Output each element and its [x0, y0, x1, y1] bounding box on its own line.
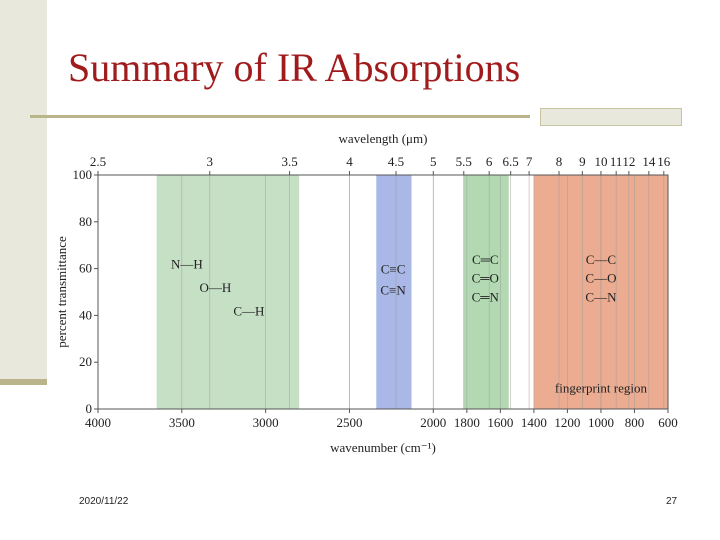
region-labels: N—H O—HC—H C≡C C≡N C═C C═O C═N C—C C—O C—N fingerp… — [171, 252, 648, 396]
bond-label-3-2: C—N — [585, 289, 617, 304]
region-band-2 — [463, 175, 509, 409]
x-tick-label-3: 2500 — [336, 415, 362, 430]
bond-label-1-1: C≡N — [380, 282, 406, 297]
wavelength-tick-label-13: 11 — [610, 154, 623, 169]
bond-label-2-0: C═C — [472, 252, 499, 267]
axis-ticks: 4000 3500 3000 2500 2000 1800 1600 1400 1200 1000… — [73, 154, 678, 430]
x-tick-label-9: 1000 — [588, 415, 614, 430]
region-caption-3: fingerprint region — [555, 381, 648, 396]
y-tick-label-4: 80 — [79, 214, 92, 229]
wavelength-tick-label-16: 16 — [657, 154, 671, 169]
y-tick-label-3: 60 — [79, 261, 92, 276]
x-tick-label-6: 1600 — [487, 415, 513, 430]
y-tick-label-1: 20 — [79, 354, 92, 369]
wavelength-tick-label-7: 6 — [486, 154, 493, 169]
x-axis-label: wavenumber (cm⁻¹) — [330, 440, 436, 455]
wavelength-tick-label-6: 5.5 — [456, 154, 472, 169]
slide-title: Summary of IR Absorptions — [68, 45, 521, 90]
y-axis-label: percent transmittance — [54, 236, 69, 348]
wavelength-tick-label-3: 4 — [346, 154, 353, 169]
left-decorative-bar — [0, 0, 47, 383]
bond-label-0-0: N—H — [171, 257, 203, 272]
bond-label-3-1: C—O — [585, 271, 616, 286]
wavelength-tick-label-0: 2.5 — [90, 154, 106, 169]
x-tick-label-7: 1400 — [521, 415, 547, 430]
x-tick-label-2: 3000 — [253, 415, 279, 430]
left-accent-strip — [0, 379, 47, 385]
wavelength-tick-label-4: 4.5 — [388, 154, 404, 169]
bond-label-2-2: C═N — [472, 289, 500, 304]
slide-date: 2020/11/22 — [79, 496, 129, 507]
bond-label-0-2: C—H — [233, 303, 264, 318]
bond-label-0-1: O—H — [199, 280, 231, 295]
slide-page-number: 27 — [666, 496, 678, 507]
x-tick-label-11: 600 — [658, 415, 678, 430]
bond-label-3-0: C—C — [586, 252, 616, 267]
title-rule — [30, 115, 530, 118]
wavelength-tick-label-1: 3 — [207, 154, 214, 169]
wavelength-tick-label-15: 14 — [642, 154, 656, 169]
ir-absorption-chart: 4000 3500 3000 2500 2000 1800 1600 1400 1200 1000… — [54, 131, 678, 455]
wavelength-tick-label-11: 9 — [579, 154, 586, 169]
x-tick-label-8: 1200 — [554, 415, 580, 430]
wavelength-tick-label-9: 7 — [526, 154, 533, 169]
wavelength-tick-label-2: 3.5 — [281, 154, 297, 169]
wavelength-tick-label-12: 10 — [594, 154, 607, 169]
x-tick-label-0: 4000 — [85, 415, 111, 430]
region-band-0 — [156, 175, 300, 409]
grid-lines — [181, 175, 665, 409]
wavelength-tick-label-14: 12 — [622, 154, 635, 169]
x-tick-label-4: 2000 — [420, 415, 446, 430]
y-tick-label-5: 100 — [73, 167, 93, 182]
wavelength-tick-label-8: 6.5 — [503, 154, 519, 169]
x2-axis-label: wavelength (μm) — [339, 131, 428, 146]
y-tick-label-0: 0 — [86, 401, 93, 416]
region-band-1 — [376, 175, 412, 409]
wavelength-tick-label-10: 8 — [556, 154, 563, 169]
x-tick-label-10: 800 — [625, 415, 645, 430]
title-rule-box — [540, 108, 682, 126]
bond-label-2-1: C═O — [472, 271, 499, 286]
x-tick-label-1: 3500 — [169, 415, 195, 430]
bond-label-1-0: C≡C — [381, 261, 406, 276]
plot-frame — [97, 174, 669, 410]
x-tick-label-5: 1800 — [454, 415, 480, 430]
y-tick-label-2: 40 — [79, 307, 92, 322]
wavelength-tick-label-5: 5 — [430, 154, 437, 169]
